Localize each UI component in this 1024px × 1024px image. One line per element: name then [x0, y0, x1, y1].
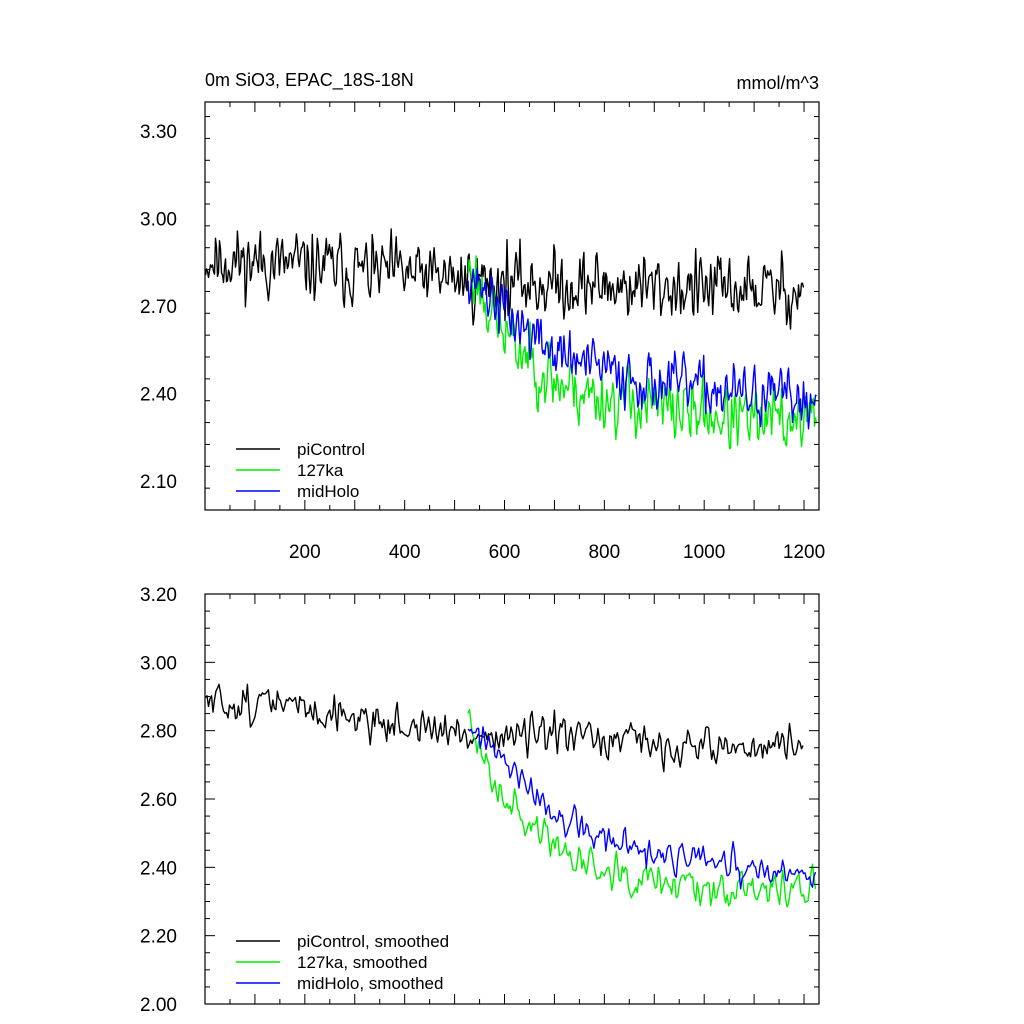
- top-y-tick-label: 3.00: [140, 210, 177, 231]
- top-chart-units: mmol/m^3: [737, 73, 819, 93]
- top-x-tick-labels: 200 400 600 800 1000 1200: [289, 542, 825, 563]
- top-x-tick-label: 1000: [683, 542, 725, 563]
- bottom-series-line-1: [204, 683, 804, 773]
- top-legend-label-2: 127ka: [297, 461, 344, 480]
- bottom-legend-label-1: piControl, smoothed: [297, 932, 449, 951]
- bottom-panel: 2.00 2.20 2.40 2.60 2.80 3.00 3.20 piControl, …: [140, 585, 820, 1016]
- top-x-tick-label: 400: [389, 542, 421, 563]
- bottom-series-line-3: [467, 726, 817, 890]
- top-series-group: [204, 228, 818, 450]
- top-chart-title: 0m SiO3, EPAC_18S-18N: [205, 70, 414, 91]
- bottom-y-tick-label: 3.00: [140, 653, 177, 674]
- top-x-tick-label: 800: [588, 542, 620, 563]
- top-series-line-1: [204, 228, 805, 330]
- top-plot-frame: [204, 101, 820, 511]
- bottom-y-tick-label: 2.80: [140, 722, 177, 743]
- bottom-y-tick-label: 2.20: [140, 927, 177, 948]
- top-y-tick-label: 2.10: [140, 472, 177, 493]
- top-legend: piControl 127ka midHolo: [236, 440, 365, 501]
- bottom-y-tick-label: 3.20: [140, 585, 177, 606]
- top-y-tick-label: 2.70: [140, 297, 177, 318]
- top-y-tick-label: 2.40: [140, 384, 177, 405]
- bottom-legend-label-3: midHolo, smoothed: [297, 974, 443, 993]
- top-legend-label-1: piControl: [297, 440, 365, 459]
- top-panel: 0m SiO3, EPAC_18S-18N mmol/m^3 2.102.402…: [140, 70, 825, 563]
- top-legend-label-3: midHolo: [297, 482, 359, 501]
- bottom-y-tick-label: 2.00: [140, 995, 177, 1016]
- bottom-y-tick-label: 2.60: [140, 790, 177, 811]
- top-x-tick-label: 200: [289, 542, 321, 563]
- top-x-tick-label: 1200: [783, 542, 825, 563]
- bottom-series-line-2: [467, 708, 817, 908]
- top-y-tick-labels: 2.10 2.40 2.70 3.00 3.30: [140, 122, 177, 493]
- bottom-y-tick-labels: 2.00 2.20 2.40 2.60 2.80 3.00 3.20: [140, 585, 177, 1016]
- top-series-line-3: [467, 268, 817, 430]
- bottom-y-tick-label: 2.40: [140, 858, 177, 879]
- top-axis-ticks: [204, 102, 819, 511]
- top-x-tick-label: 600: [489, 542, 521, 563]
- top-y-tick-label: 3.30: [140, 122, 177, 143]
- bottom-legend: piControl, smoothed 127ka, smoothed midHol…: [236, 932, 449, 993]
- bottom-axis-ticks: [204, 593, 819, 1005]
- bottom-legend-label-2: 127ka, smoothed: [297, 953, 427, 972]
- bottom-series-group: [204, 683, 817, 908]
